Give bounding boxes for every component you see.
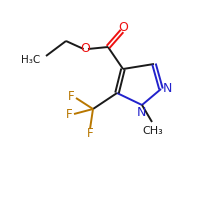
Text: O: O bbox=[118, 21, 128, 34]
Text: O: O bbox=[81, 43, 91, 55]
Text: H₃C: H₃C bbox=[21, 55, 41, 65]
Text: N: N bbox=[162, 82, 172, 95]
Text: F: F bbox=[66, 108, 73, 120]
Text: N: N bbox=[136, 106, 146, 119]
Text: F: F bbox=[87, 127, 93, 140]
Text: F: F bbox=[68, 90, 75, 103]
Text: CH₃: CH₃ bbox=[143, 126, 163, 136]
